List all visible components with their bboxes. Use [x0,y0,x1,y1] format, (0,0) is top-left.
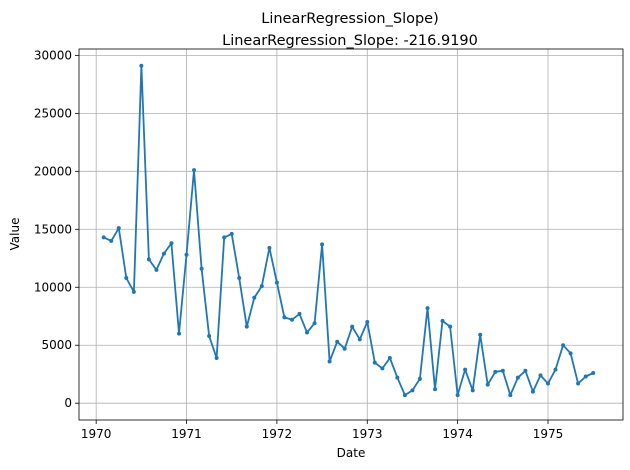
data-point [267,245,272,250]
data-point [304,330,309,335]
data-point [109,238,114,243]
data-point [199,266,204,271]
data-point [380,366,385,371]
data-point [478,332,483,337]
data-point [169,241,174,246]
data-point [237,275,242,280]
data-point [274,280,279,285]
data-point [161,251,166,256]
data-point [387,355,392,360]
data-point [433,387,438,392]
data-series [101,63,596,398]
data-point [139,63,144,68]
data-point [417,376,422,381]
data-point [515,375,520,380]
data-point [493,369,498,374]
data-point [448,324,453,329]
data-point [252,295,257,300]
data-point [561,343,566,348]
data-point [184,252,189,257]
data-point [500,368,505,373]
y-tick-label: 5000 [41,338,72,352]
data-point [327,359,332,364]
y-tick-label: 30000 [34,48,72,62]
data-point [131,289,136,294]
y-tick-label: 20000 [34,164,72,178]
data-point [410,388,415,393]
y-tick-label: 25000 [34,106,72,120]
chart-subtitle: LinearRegression_Slope: -216.9190 [222,33,478,49]
chart-title: LinearRegression_Slope) [261,11,439,27]
data-point [553,367,558,372]
data-point [335,339,340,344]
y-axis-label: Value [8,218,22,251]
data-point [154,267,159,272]
x-tick-label: 1973 [352,427,383,441]
data-point [568,351,573,356]
data-point [591,371,596,376]
data-point [538,373,543,378]
data-point [523,368,528,373]
x-tick-label: 1970 [81,427,112,441]
data-point [425,306,430,311]
data-point [177,331,182,336]
x-tick-label: 1972 [262,427,293,441]
data-point [350,324,355,329]
data-point [440,318,445,323]
data-point [124,275,129,280]
data-point [357,337,362,342]
data-point [101,235,106,240]
series-line [103,64,594,397]
axis-ticks: 1970 1971 1972 1973 1974 1975 0 5000 10000 15000 2… [34,48,563,441]
data-point [116,226,121,231]
data-point [463,367,468,372]
data-point [207,333,212,338]
data-point [342,346,347,351]
data-point [365,320,370,325]
data-point [146,257,151,262]
grid [79,49,623,420]
data-point [485,382,490,387]
data-point [530,389,535,394]
y-tick-label: 0 [64,396,72,410]
data-point [320,242,325,247]
data-point [583,374,588,379]
y-tick-label: 15000 [34,222,72,236]
x-tick-label: 1975 [533,427,564,441]
data-point [282,315,287,320]
data-point [395,375,400,380]
data-point [402,393,407,398]
data-point [455,393,460,398]
data-point [508,393,513,398]
x-tick-label: 1974 [442,427,473,441]
data-point [244,324,249,329]
data-point [222,235,227,240]
data-point [214,355,219,360]
data-point [576,381,581,386]
data-point [192,168,197,173]
data-point [312,321,317,326]
x-tick-label: 1971 [171,427,202,441]
data-point [259,284,264,289]
y-tick-label: 10000 [34,280,72,294]
data-point [289,317,294,322]
data-point [372,360,377,365]
data-point [470,388,475,393]
data-point [545,381,550,386]
data-point [297,311,302,316]
data-point [229,231,234,236]
x-axis-label: Date [337,446,366,460]
plot-frame [78,48,624,421]
